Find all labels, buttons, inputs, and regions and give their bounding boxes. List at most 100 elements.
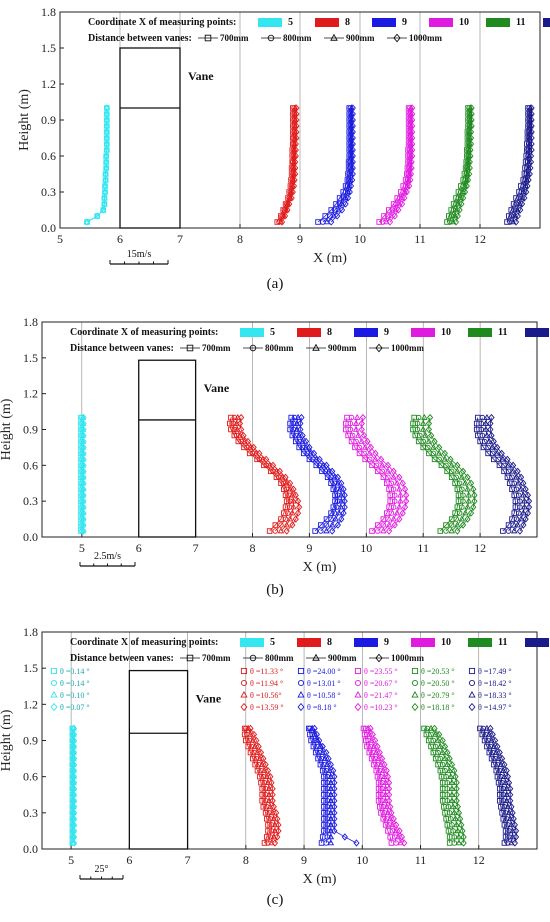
theta-marker bbox=[297, 702, 305, 712]
data-point bbox=[292, 491, 299, 499]
data-point bbox=[527, 158, 535, 166]
series-line bbox=[490, 728, 517, 844]
data-point bbox=[386, 207, 392, 213]
data-point bbox=[528, 122, 535, 130]
data-point bbox=[501, 760, 508, 769]
data-point bbox=[506, 213, 512, 219]
y-axis-label: Height (m) bbox=[0, 398, 14, 460]
data-point bbox=[398, 194, 406, 201]
x-tick-label: 8 bbox=[237, 232, 243, 246]
theta-label: θ =20.53 ° bbox=[421, 667, 455, 676]
data-point bbox=[70, 742, 78, 751]
data-point bbox=[421, 413, 428, 420]
x-tick-label: 10 bbox=[356, 853, 368, 867]
data-point bbox=[269, 785, 276, 793]
data-point bbox=[501, 462, 507, 469]
data-point bbox=[482, 419, 490, 426]
data-point bbox=[488, 431, 495, 440]
data-point bbox=[293, 104, 300, 112]
series-line bbox=[365, 728, 397, 844]
data-point bbox=[454, 467, 461, 474]
data-point bbox=[345, 177, 352, 183]
data-point bbox=[454, 803, 461, 811]
data-point bbox=[452, 218, 460, 226]
data-point bbox=[348, 414, 355, 421]
theta-marker bbox=[240, 690, 248, 698]
theta-marker bbox=[354, 690, 362, 698]
data-point bbox=[441, 449, 448, 458]
data-point bbox=[358, 437, 366, 444]
data-point bbox=[464, 170, 471, 177]
data-point bbox=[488, 755, 495, 762]
data-point bbox=[513, 486, 520, 492]
legend-label: 9 bbox=[402, 17, 407, 28]
data-point bbox=[349, 140, 356, 148]
data-point bbox=[512, 218, 520, 226]
data-point bbox=[397, 497, 404, 504]
data-point bbox=[292, 152, 299, 160]
data-point bbox=[231, 426, 238, 433]
chart-panel-b: 0.0 0.3 0.6 0.9 1.2 1.5 1.8 5 6 7 8 9 10 11 12 X (m) Hei… bbox=[0, 315, 549, 598]
data-point bbox=[516, 492, 522, 498]
data-point bbox=[235, 438, 242, 445]
data-point bbox=[344, 183, 351, 189]
data-point bbox=[333, 201, 339, 207]
data-point bbox=[501, 840, 508, 846]
data-point bbox=[453, 821, 460, 828]
distance-legend-label: 700mm bbox=[202, 343, 231, 353]
data-point bbox=[528, 146, 535, 154]
data-point bbox=[379, 468, 385, 475]
data-point bbox=[103, 128, 110, 136]
legend-label: 11 bbox=[516, 17, 525, 28]
data-point bbox=[80, 455, 87, 464]
data-point bbox=[517, 473, 525, 481]
data-point bbox=[70, 833, 78, 841]
data-point bbox=[286, 515, 294, 522]
data-point bbox=[431, 437, 438, 446]
data-point bbox=[331, 791, 338, 799]
theta-marker bbox=[50, 679, 58, 687]
legend-swatch bbox=[297, 328, 321, 337]
data-point bbox=[511, 839, 518, 847]
data-point bbox=[446, 213, 452, 219]
data-point bbox=[422, 431, 429, 438]
data-point bbox=[493, 449, 501, 456]
y-tick-label: 1.8 bbox=[23, 625, 38, 639]
data-point bbox=[454, 461, 461, 470]
data-point bbox=[228, 414, 234, 421]
data-point bbox=[70, 827, 78, 835]
theta-marker bbox=[297, 667, 305, 675]
scale-bar-label: 25° bbox=[95, 864, 109, 875]
data-point bbox=[361, 443, 369, 450]
data-point bbox=[514, 521, 521, 528]
data-point bbox=[238, 425, 245, 434]
data-point bbox=[414, 420, 421, 427]
data-point bbox=[405, 171, 411, 177]
data-point bbox=[331, 772, 338, 781]
x-tick-label: 5 bbox=[57, 232, 63, 246]
data-point bbox=[517, 206, 524, 214]
data-point bbox=[395, 206, 402, 214]
data-point bbox=[441, 742, 449, 751]
data-point bbox=[526, 140, 534, 147]
series-line bbox=[382, 108, 411, 223]
data-point bbox=[335, 509, 343, 516]
data-point bbox=[103, 104, 110, 112]
data-point bbox=[315, 755, 321, 762]
data-point bbox=[514, 467, 521, 475]
data-point bbox=[380, 527, 387, 534]
data-point bbox=[459, 486, 465, 492]
data-point bbox=[103, 110, 110, 118]
data-point bbox=[460, 183, 466, 189]
data-point bbox=[294, 497, 302, 505]
data-point bbox=[508, 803, 515, 811]
data-point bbox=[80, 467, 87, 475]
data-point bbox=[256, 449, 263, 458]
data-point bbox=[103, 134, 110, 142]
data-point bbox=[321, 792, 327, 798]
data-point bbox=[347, 420, 354, 427]
y-tick-label: 0.9 bbox=[23, 734, 38, 748]
distance-legend-label: 700mm bbox=[202, 653, 231, 663]
data-point bbox=[283, 498, 290, 504]
data-point bbox=[479, 432, 486, 439]
